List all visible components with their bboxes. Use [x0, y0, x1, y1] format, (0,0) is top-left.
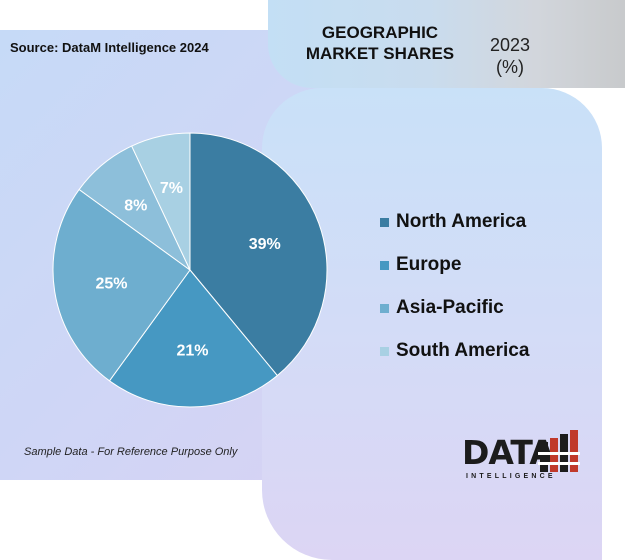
chart-unit: (%) [496, 57, 524, 77]
legend-swatch [380, 347, 389, 356]
legend-swatch [380, 218, 389, 227]
right-panel [262, 88, 602, 560]
legend-item: South America [380, 329, 529, 372]
legend-item: Asia-Pacific [380, 286, 529, 329]
pie-slice-south-america-b [131, 132, 191, 271]
chart-year-unit: 2023 (%) [470, 34, 550, 78]
logo-bars-icon [538, 430, 580, 472]
pie-label-north-america: 39% [249, 236, 281, 253]
legend-label-south-america: South America [396, 339, 530, 361]
legend-label-asia-pacific: Asia-Pacific [396, 296, 504, 318]
legend-item: North America [380, 200, 529, 243]
pie-slice-north-america [189, 132, 328, 377]
datam-logo: DATA INTELLIGENCE [462, 430, 582, 490]
legend-label-north-america: North America [396, 210, 527, 232]
source-label: Source: DataM Intelligence 2024 [10, 40, 209, 55]
legend-label-europe: Europe [396, 253, 462, 275]
legend-swatch [380, 261, 389, 270]
pie-label-europe: 21% [176, 342, 208, 359]
legend-swatch [380, 304, 389, 313]
pie-label-asia-pacific: 25% [96, 275, 128, 292]
pie-slice-europe [108, 269, 279, 408]
legend: North America Europe Asia-Pacific South … [380, 200, 529, 372]
pie-label-south-america-a: 8% [124, 198, 147, 215]
legend-item: Europe [380, 243, 529, 286]
chart-year: 2023 [489, 35, 531, 55]
sample-data-note: Sample Data - For Reference Purpose Only [24, 446, 238, 458]
pie-label-south-america-b: 7% [160, 180, 183, 197]
chart-title: GEOGRAPHIC MARKET SHARES [305, 23, 455, 63]
title-banner [268, 0, 625, 88]
pie-slice-asia-pacific [52, 188, 191, 382]
logo-sub: INTELLIGENCE [466, 473, 556, 480]
